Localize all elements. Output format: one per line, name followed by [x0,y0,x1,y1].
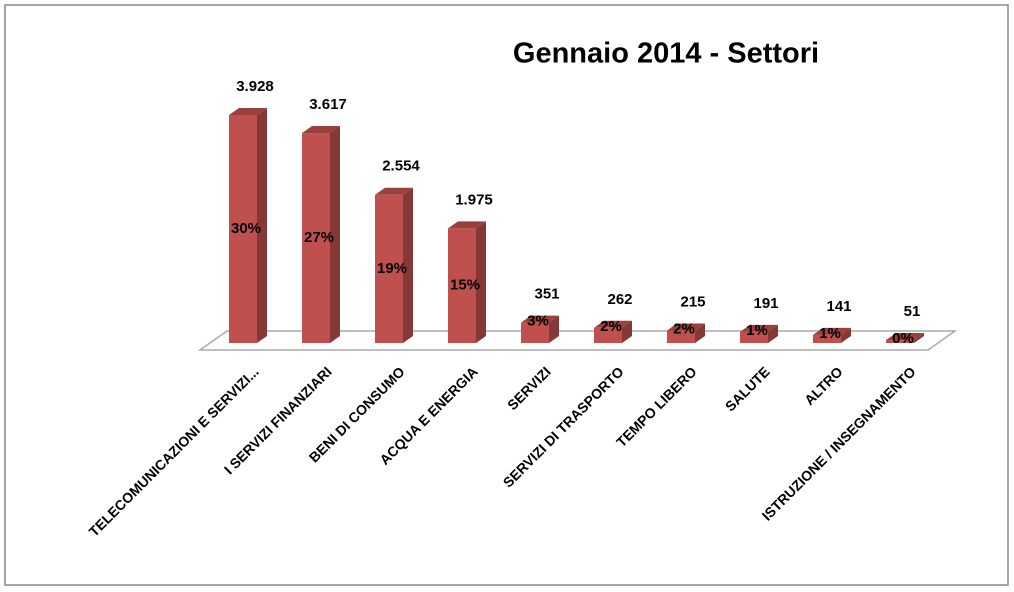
bar [229,115,257,343]
chart-title: Gennaio 2014 - Settori [513,38,819,70]
value-label: 2.554 [382,158,420,175]
share-label: 19% [377,260,407,277]
bar [813,334,841,343]
bar-side [403,187,413,343]
bar [448,228,476,343]
share-label: 0% [892,330,914,347]
value-label: 3.617 [309,96,347,113]
bar-top [521,315,559,323]
bar-top [375,187,413,195]
share-label: 27% [304,229,334,246]
bar-side [549,315,559,343]
bar [886,340,914,343]
chart-frame [4,4,1009,586]
bar-side [768,324,778,343]
bar-side [914,333,924,343]
bar-side [330,126,340,343]
bar-top [594,320,632,328]
value-label: 51 [904,303,921,320]
bar [667,330,695,343]
share-label: 1% [746,322,768,339]
bar-top [740,324,778,332]
bar-top [448,221,486,229]
share-label: 3% [527,313,549,330]
share-label: 2% [600,318,622,335]
bar-side [695,323,705,343]
bar-side [841,327,851,343]
bar [302,133,330,343]
bar [521,322,549,343]
share-label: 15% [450,277,480,294]
share-label: 2% [673,320,695,337]
value-label: 215 [680,293,705,310]
bar-side [257,108,267,343]
value-label: 1.975 [455,191,493,208]
bar-top [886,333,924,341]
share-label: 1% [819,325,841,342]
bar-top [302,126,340,134]
bar [375,194,403,343]
bar [740,331,768,343]
value-label: 141 [826,298,851,315]
value-label: 351 [534,286,559,303]
share-label: 30% [231,220,261,237]
bar [594,327,622,343]
value-label: 3.928 [236,78,274,95]
bar-top [229,108,267,115]
value-label: 262 [607,291,632,308]
bar-side [476,221,486,343]
value-label: 191 [753,295,778,312]
bar-side [622,320,632,343]
bar-top [667,323,705,331]
bar-top [813,327,851,335]
